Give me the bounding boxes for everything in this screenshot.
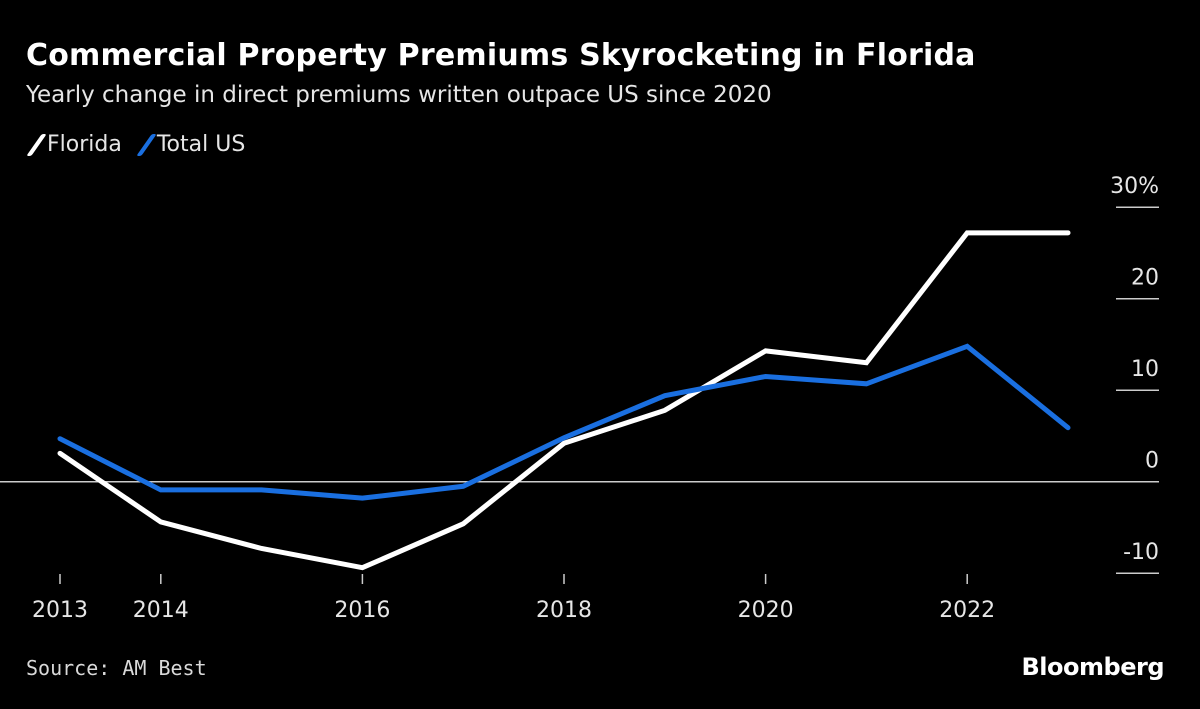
x-tick-label: 2014 — [133, 598, 189, 623]
chart-subtitle: Yearly change in direct premiums written… — [26, 82, 772, 108]
y-tick-label: 30% — [1110, 174, 1159, 199]
legend-item-florida: Florida — [26, 132, 122, 157]
bloomberg-logo: Bloomberg — [1021, 653, 1165, 681]
y-tick-label: -10 — [1123, 540, 1159, 565]
series-line-total-us — [57, 343, 1071, 501]
x-tick-label: 2016 — [334, 598, 390, 623]
legend-label-total-us: Total US — [156, 132, 246, 157]
x-tick-label: 2020 — [738, 598, 794, 623]
x-tick-label: 2022 — [939, 598, 995, 623]
series-line-florida — [57, 230, 1071, 571]
source-note: Source: AM Best — [26, 656, 207, 680]
legend: Florida Total US — [26, 132, 245, 157]
x-tick-label: 2018 — [536, 598, 592, 623]
x-tick-label: 2013 — [32, 598, 88, 623]
y-tick-label: 10 — [1131, 357, 1159, 382]
chart-title: Commercial Property Premiums Skyrocketin… — [26, 38, 976, 73]
y-tick-label: 20 — [1131, 266, 1159, 291]
legend-label-florida: Florida — [47, 132, 122, 157]
y-tick-label: 0 — [1145, 449, 1159, 474]
legend-item-total-us: Total US — [136, 132, 245, 157]
